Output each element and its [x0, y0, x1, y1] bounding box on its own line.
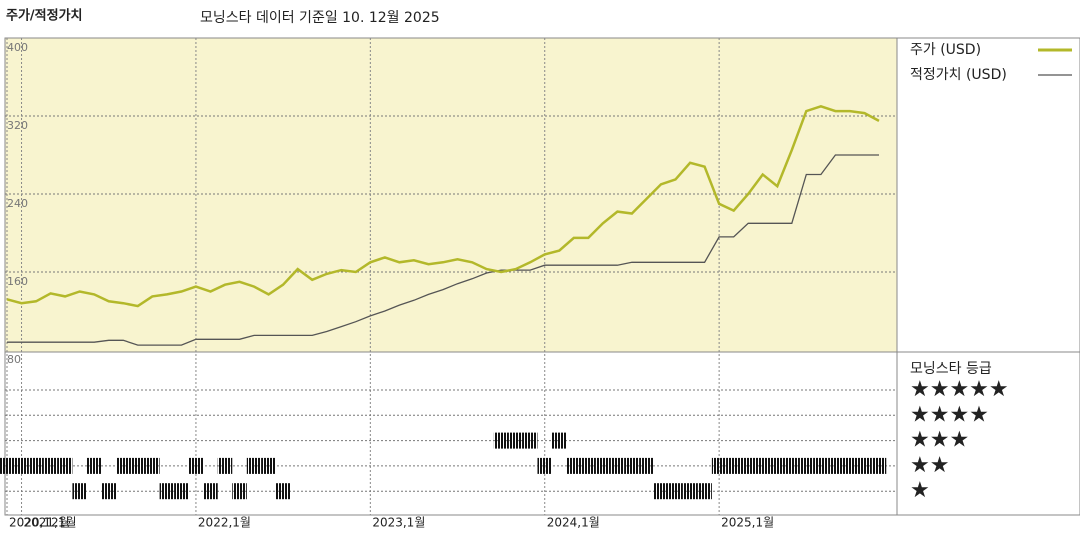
rating-label: ★ [910, 478, 930, 503]
x-tick-label: 2024,1월 [547, 516, 600, 530]
rating-bar [726, 457, 741, 474]
rating-bar [755, 457, 770, 474]
rating-label: ★★★★ [910, 402, 989, 427]
rating-bar [828, 457, 843, 474]
rating-bar [116, 457, 131, 474]
rating-bar [508, 432, 523, 449]
rating-bar [595, 457, 611, 474]
rating-bar [275, 483, 291, 500]
x-tick-label: 2020,12월 [9, 516, 70, 530]
rating-bar [537, 457, 552, 474]
rating-bar [14, 457, 29, 474]
rating-bar [522, 432, 538, 449]
rating-bar [145, 457, 160, 474]
rating-bar [639, 457, 654, 474]
rating-bar [857, 457, 872, 474]
rating-bar [552, 432, 567, 449]
rating-bar [813, 457, 829, 474]
y-tick-label: 240 [7, 197, 28, 210]
rating-bar [799, 457, 814, 474]
legend-label: 적정가치 (USD) [910, 67, 1007, 83]
rating-bar [842, 457, 858, 474]
rating-bar [0, 457, 15, 474]
y-tick-label: 80 [7, 353, 21, 366]
rating-bar [493, 432, 509, 449]
rating-bar [57, 457, 73, 474]
rating-bar [174, 483, 189, 500]
rating-bar [188, 457, 204, 474]
rating-bar [610, 457, 625, 474]
rating-bar [770, 457, 785, 474]
x-tick-label: 2022,1월 [198, 516, 251, 530]
x-tick-label: 2025,1월 [721, 516, 774, 530]
rating-label: ★★ [910, 453, 949, 478]
legend-label: 주가 (USD) [910, 42, 981, 58]
rating-bar [784, 457, 800, 474]
rating-bar [217, 457, 233, 474]
frame [4, 37, 1080, 516]
chart-title: 주가/적정가치 [6, 8, 83, 24]
x-tick-label: 2023,1월 [372, 516, 425, 530]
rating-bar [566, 457, 582, 474]
rating-title: 모닝스타 등급 [910, 361, 992, 377]
y-tick-label: 400 [7, 41, 28, 54]
rating-bar [246, 457, 262, 474]
rating-bar [711, 457, 727, 474]
rating-bar [101, 483, 116, 500]
rating-bar [261, 457, 276, 474]
rating-bar [668, 483, 683, 500]
rating-bar [653, 483, 669, 500]
series-line [6, 104, 880, 308]
rating-bar [43, 457, 58, 474]
x-tick-label: 2021,1월 [24, 516, 77, 530]
series-line [7, 154, 879, 346]
y-tick-label: 160 [7, 275, 28, 288]
rating-label: ★★★★★ [910, 377, 1009, 402]
rating-bar [871, 457, 887, 474]
rating-bar [697, 483, 712, 500]
rating-bar [682, 483, 698, 500]
rating-bar [740, 457, 756, 474]
rating-bar [28, 457, 44, 474]
chart-subtitle: 모닝스타 데이터 기준일 10. 12월 2025 [200, 10, 440, 26]
rating-bar [203, 483, 218, 500]
y-tick-label: 320 [7, 119, 28, 132]
rating-bar [581, 457, 596, 474]
rating-bar [159, 483, 175, 500]
rating-bar [624, 457, 640, 474]
rating-bar [72, 483, 87, 500]
rating-bar [232, 483, 247, 500]
rating-label: ★★★ [910, 428, 969, 453]
rating-bar [130, 457, 146, 474]
rating-bar [86, 457, 102, 474]
